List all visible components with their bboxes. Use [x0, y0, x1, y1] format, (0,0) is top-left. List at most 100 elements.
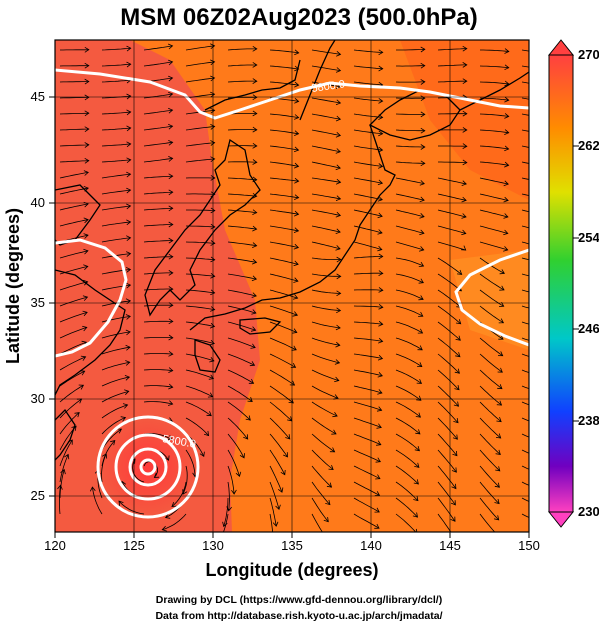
streamline: [521, 193, 529, 196]
streamline: [227, 465, 235, 495]
streamline: [395, 145, 425, 148]
streamline-arrowhead: [499, 285, 505, 291]
streamline-arrowhead: [462, 110, 468, 117]
streamline-arrowhead: [377, 212, 383, 219]
streamline-arrowhead: [504, 48, 510, 54]
streamline: [185, 289, 215, 294]
streamline-arrowhead: [235, 471, 242, 478]
streamline: [269, 193, 299, 199]
streamline-arrowhead: [454, 385, 460, 391]
y-tick-label: 40: [31, 195, 45, 210]
streamline: [396, 65, 425, 67]
colorbar-tick-label: 246: [578, 321, 599, 336]
streamline-arrowhead: [335, 195, 342, 201]
streamline: [479, 161, 509, 166]
streamline-arrowhead: [294, 49, 300, 56]
streamline-arrowhead: [209, 339, 215, 346]
streamline: [118, 500, 145, 515]
streamline: [521, 321, 529, 325]
streamline-arrowhead: [210, 43, 216, 50]
streamline-arrowhead: [417, 345, 423, 351]
streamline-arrowhead: [418, 311, 424, 317]
streamline-arrowhead: [125, 282, 132, 289]
streamline-arrowhead: [209, 322, 216, 329]
streamline: [227, 417, 249, 440]
streamline: [437, 417, 458, 440]
streamline-arrowhead: [374, 491, 381, 496]
streamline-arrowhead: [375, 474, 381, 480]
streamline-arrowhead: [248, 378, 255, 384]
streamline-arrowhead: [378, 98, 384, 104]
streamline: [59, 412, 80, 435]
x-tick-label: 135: [281, 538, 303, 553]
streamline-arrowhead: [293, 277, 299, 283]
streamline: [479, 257, 505, 274]
streamline: [185, 385, 213, 398]
streamline: [311, 305, 341, 311]
streamline: [480, 49, 509, 52]
streamline: [185, 241, 215, 244]
streamline: [479, 193, 509, 201]
streamline: [101, 143, 131, 147]
streamline: [521, 433, 529, 438]
streamline: [395, 225, 424, 234]
streamline: [353, 256, 383, 259]
streamline: [185, 142, 215, 147]
streamline: [269, 129, 299, 135]
streamline: [101, 189, 131, 195]
streamline-arrowhead: [168, 173, 174, 180]
streamline-arrowhead: [495, 449, 501, 456]
streamline-arrowhead: [292, 311, 299, 317]
streamline-arrowhead: [494, 482, 500, 488]
streamline: [479, 353, 503, 373]
streamline: [437, 353, 460, 374]
streamline: [227, 209, 257, 213]
streamline: [311, 385, 339, 399]
streamline-arrowhead: [419, 180, 425, 186]
streamline: [479, 369, 503, 390]
streamline-arrowhead: [291, 345, 297, 351]
streamline-arrowhead: [168, 302, 174, 308]
streamline: [59, 311, 88, 323]
streamline: [143, 45, 173, 51]
streamline: [437, 465, 457, 489]
streamline-arrowhead: [336, 50, 342, 57]
streamline-arrowhead: [415, 412, 421, 418]
streamline-arrowhead: [275, 504, 281, 511]
streamline: [479, 513, 496, 532]
streamline-arrowhead: [168, 205, 174, 212]
streamline-arrowhead: [210, 272, 216, 279]
streamline-arrowhead: [249, 361, 256, 367]
streamline: [521, 513, 529, 518]
streamline: [311, 145, 341, 153]
streamline: [521, 113, 529, 116]
streamline: [353, 161, 383, 167]
streamline-arrowhead: [252, 209, 258, 215]
streamline-arrowhead: [168, 140, 174, 146]
streamline: [479, 177, 509, 185]
streamline: [59, 341, 87, 355]
taiwan-coast: [55, 408, 76, 461]
streamline-arrowhead: [57, 484, 63, 490]
streamline-arrowhead: [60, 468, 66, 475]
streamline: [227, 353, 255, 366]
streamline: [143, 337, 173, 339]
streamline-arrowhead: [252, 126, 258, 133]
streamline: [269, 305, 298, 316]
streamline-arrowhead: [461, 229, 467, 236]
streamline: [395, 369, 422, 384]
streamline: [437, 337, 461, 358]
streamline: [101, 111, 131, 115]
streamline-arrowhead: [126, 267, 132, 273]
streamline-arrowhead: [210, 289, 216, 296]
streamline: [143, 61, 173, 67]
streamline: [227, 273, 257, 280]
streamline: [479, 465, 500, 488]
streamline-arrowhead: [454, 368, 460, 374]
streamline-arrowhead: [126, 157, 132, 164]
streamline: [521, 81, 529, 84]
streamline-arrowhead: [210, 240, 216, 246]
streamline: [311, 353, 340, 364]
streamline: [269, 369, 295, 386]
streamline: [479, 433, 501, 455]
